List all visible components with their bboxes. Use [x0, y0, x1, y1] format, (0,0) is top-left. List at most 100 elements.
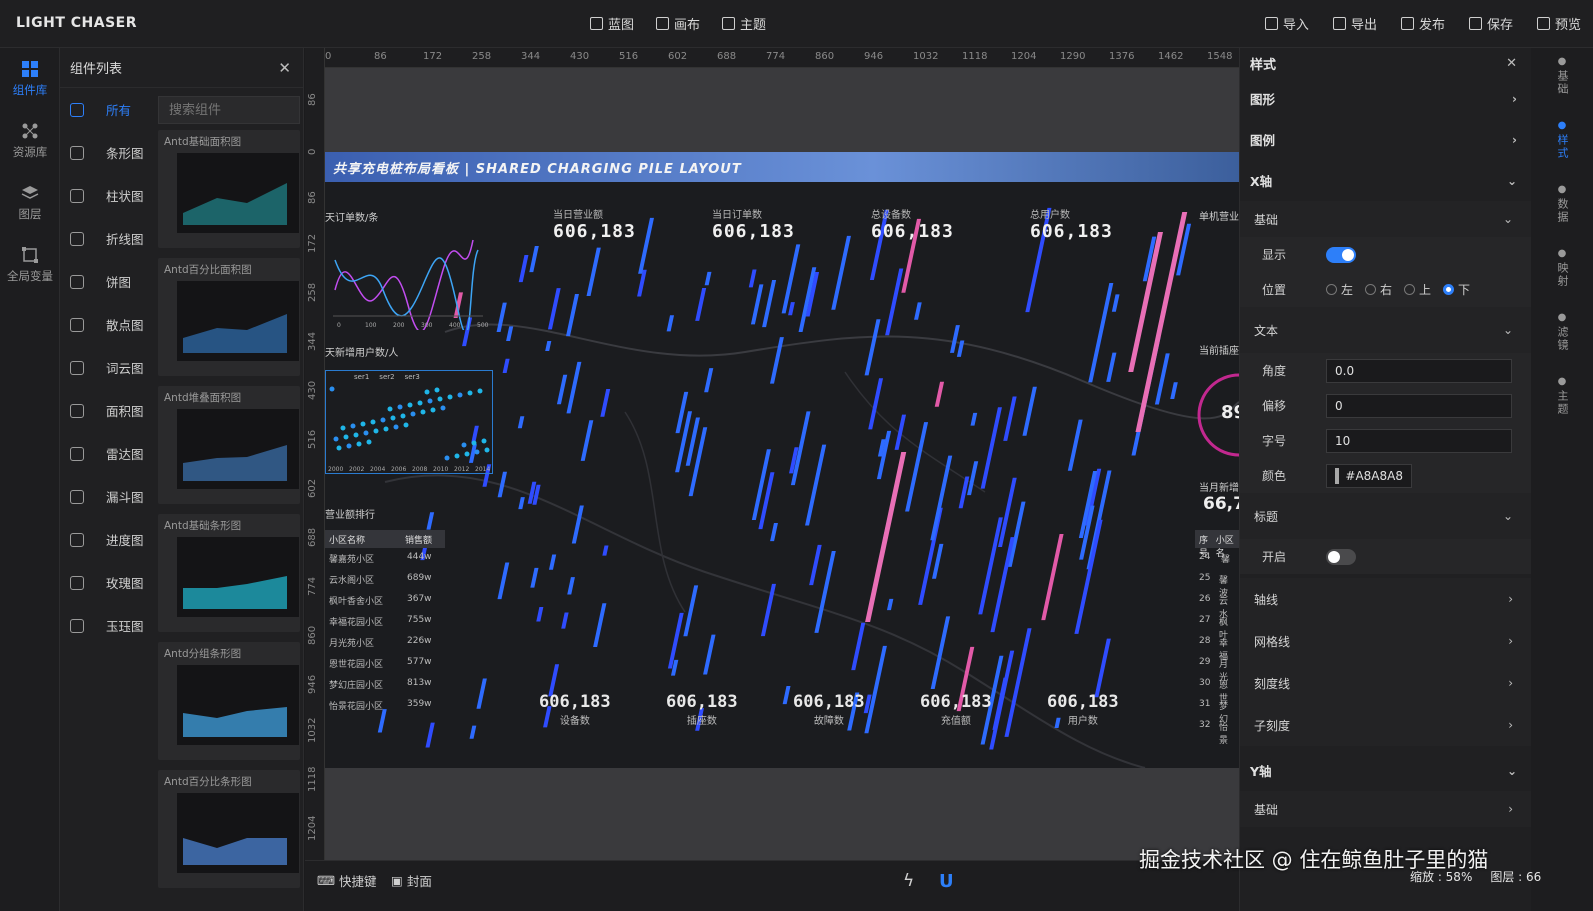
- category-label: 雷达图: [106, 447, 144, 462]
- category-item[interactable]: 玉珏图: [60, 604, 152, 647]
- position-left-radio[interactable]: 左: [1326, 281, 1353, 298]
- blueprint-button[interactable]: 蓝图: [590, 14, 634, 33]
- rail-components[interactable]: 组件库: [0, 48, 60, 110]
- map-bar: [469, 725, 477, 739]
- preview-button[interactable]: 预览: [1536, 14, 1581, 33]
- shirt-icon: [722, 17, 736, 30]
- status-bar: 缩放 : 58% 图层 : 66: [1410, 868, 1541, 885]
- subsection-axis-line[interactable]: 轴线 ›: [1240, 578, 1531, 620]
- category-item[interactable]: 折线图: [60, 217, 152, 260]
- bolt-icon[interactable]: ϟ: [903, 871, 915, 891]
- canvas-area[interactable]: 共享充电桩布局看板 | SHARED CHARGING PILE LAYOUT …: [325, 68, 1239, 860]
- component-search-input[interactable]: [158, 96, 300, 124]
- category-item[interactable]: 雷达图: [60, 432, 152, 475]
- cover-button[interactable]: ▣ 封面: [391, 873, 432, 889]
- rail-variables[interactable]: 全局变量: [0, 234, 60, 296]
- config-tab[interactable]: ● 基础: [1531, 48, 1593, 112]
- angle-input[interactable]: [1326, 358, 1512, 383]
- category-item[interactable]: 漏斗图: [60, 475, 152, 518]
- canvas-button[interactable]: 画布: [656, 14, 700, 33]
- component-cards: Antd基础面积图 Antd百分比面积图 Antd堆叠面积图 Antd基础条形图 Ant…: [158, 130, 300, 898]
- subsection-grid-line[interactable]: 网格线 ›: [1240, 620, 1531, 662]
- scatter-point: [329, 386, 335, 392]
- fontsize-input[interactable]: [1326, 428, 1512, 453]
- subsection-axis-title[interactable]: 标题 ⌄: [1240, 493, 1531, 539]
- subsection-basic[interactable]: 基础 ⌄: [1240, 201, 1531, 237]
- component-card[interactable]: Antd百分比条形图: [158, 770, 300, 888]
- component-card[interactable]: Antd百分比面积图: [158, 258, 300, 376]
- component-card[interactable]: Antd堆叠面积图: [158, 386, 300, 504]
- section-xaxis[interactable]: X轴 ⌄: [1250, 173, 1517, 190]
- map-bar: [1067, 419, 1083, 471]
- category-label: 饼图: [106, 275, 132, 290]
- row-name: 枫叶: [1219, 618, 1229, 641]
- rank-name: 云水阁小区: [329, 576, 375, 586]
- subsection-text[interactable]: 文本 ⌄: [1240, 307, 1531, 353]
- map-bar: [453, 292, 464, 319]
- rail-layers[interactable]: 图层: [0, 172, 60, 234]
- component-thumbnail: [177, 409, 299, 489]
- scatter-point: [397, 404, 403, 410]
- import-button[interactable]: 导入: [1264, 14, 1309, 33]
- rail-resources[interactable]: 资源库: [0, 110, 60, 172]
- category-item[interactable]: 面积图: [60, 389, 152, 432]
- map-bar: [1054, 717, 1061, 728]
- close-icon[interactable]: ✕: [278, 58, 291, 77]
- map-bar: [518, 254, 529, 283]
- offset-input[interactable]: [1326, 393, 1512, 418]
- blueprint-icon: [590, 17, 603, 30]
- component-card[interactable]: Antd基础面积图: [158, 130, 300, 248]
- show-toggle[interactable]: [1326, 246, 1356, 263]
- magnet-icon[interactable]: U: [939, 871, 954, 892]
- scatter-point: [427, 398, 433, 404]
- category-item[interactable]: 散点图: [60, 303, 152, 346]
- color-picker[interactable]: #A8A8A8: [1326, 463, 1412, 488]
- section-graph[interactable]: 图形 ›: [1250, 91, 1517, 108]
- map-bar: [527, 481, 537, 504]
- category-item[interactable]: 玫瑰图: [60, 561, 152, 604]
- map-bar: [1111, 294, 1120, 312]
- map-bar-highlight: [1128, 232, 1163, 372]
- config-tab[interactable]: ● 主题: [1531, 368, 1593, 432]
- dashboard-board[interactable]: 共享充电桩布局看板 | SHARED CHARGING PILE LAYOUT …: [325, 152, 1239, 768]
- close-icon[interactable]: ✕: [1506, 55, 1517, 71]
- position-top-radio[interactable]: 上: [1404, 281, 1431, 298]
- category-item[interactable]: 进度图: [60, 518, 152, 561]
- revenue-rank-label: 营业额排行: [325, 510, 375, 521]
- component-card[interactable]: Antd分组条形图: [158, 642, 300, 760]
- chevron-right-icon: ›: [1512, 132, 1517, 147]
- ruler-tick: 86: [374, 51, 387, 62]
- subsection-tick-line[interactable]: 刻度线 ›: [1240, 662, 1531, 704]
- config-tab[interactable]: ● 样式: [1531, 112, 1593, 176]
- color-swatch: [1335, 467, 1340, 484]
- category-item[interactable]: 柱状图: [60, 174, 152, 217]
- config-tab[interactable]: ● 滤镜: [1531, 304, 1593, 368]
- category-item[interactable]: 饼图: [60, 260, 152, 303]
- map-bar: [482, 464, 492, 487]
- section-legend[interactable]: 图例 ›: [1250, 132, 1517, 149]
- map-bar: [1004, 628, 1032, 737]
- map-bar: [1022, 386, 1037, 436]
- subsection-y-basic[interactable]: 基础 ›: [1240, 791, 1531, 827]
- subsection-sub-tick[interactable]: 子刻度 ›: [1240, 704, 1531, 746]
- category-item[interactable]: 词云图: [60, 346, 152, 389]
- category-item[interactable]: 所有: [60, 88, 152, 131]
- config-tabs: ● 基础 ● 样式 ● 数据 ● 映射 ● 滤镜 ● 主题: [1531, 48, 1593, 911]
- map-bar: [847, 692, 860, 731]
- publish-button[interactable]: 发布: [1400, 14, 1445, 33]
- stat-value: 606,183: [793, 692, 865, 712]
- save-button[interactable]: 保存: [1468, 14, 1513, 33]
- category-item[interactable]: 条形图: [60, 131, 152, 174]
- shortcut-button[interactable]: ⌨ 快捷键: [317, 873, 377, 889]
- config-tab[interactable]: ● 数据: [1531, 176, 1593, 240]
- row-name: 恩世: [1219, 681, 1229, 704]
- section-yaxis[interactable]: Y轴 ⌄: [1250, 763, 1517, 780]
- position-right-radio[interactable]: 右: [1365, 281, 1392, 298]
- component-card[interactable]: Antd基础条形图: [158, 514, 300, 632]
- position-bottom-radio[interactable]: 下: [1443, 281, 1470, 298]
- export-button[interactable]: 导出: [1332, 14, 1377, 33]
- config-tab[interactable]: ● 映射: [1531, 240, 1593, 304]
- title-enable-toggle[interactable]: [1326, 548, 1356, 565]
- theme-button[interactable]: 主题: [722, 14, 766, 33]
- eye-icon: [1536, 17, 1550, 30]
